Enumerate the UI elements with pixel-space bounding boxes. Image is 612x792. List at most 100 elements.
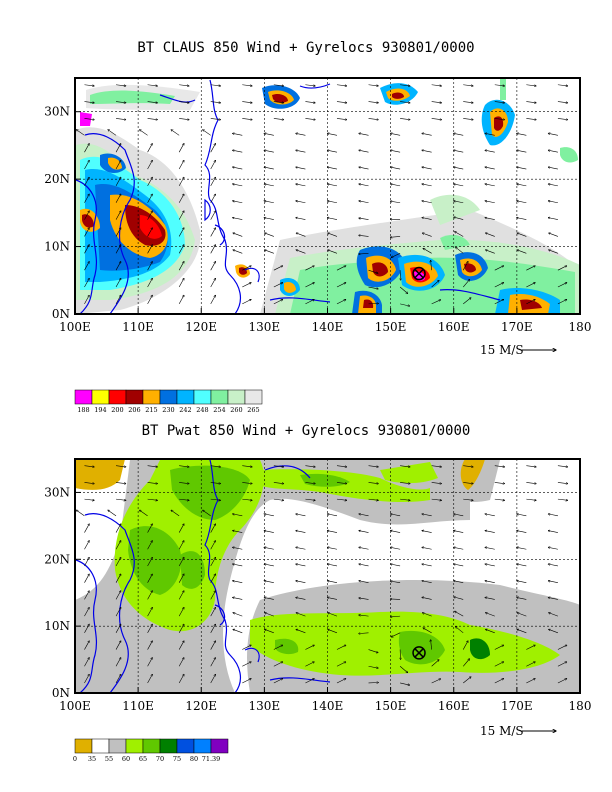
wind-arrow (242, 465, 252, 467)
colorbar-label: 230 (162, 406, 174, 414)
wind-arrow (517, 250, 527, 254)
x-tick-label: 180 (569, 320, 592, 334)
wind-arrow (305, 84, 315, 86)
wind-arrow (359, 133, 369, 136)
colorbar-label: 194 (94, 406, 106, 414)
colorbar-label: 206 (128, 406, 140, 414)
wind-arrow (147, 524, 153, 533)
wind-arrow (264, 581, 274, 583)
wind-arrow (84, 278, 89, 288)
wind-arrow (296, 564, 306, 567)
wind-arrow (147, 228, 153, 237)
x-tick-label: 100E (59, 320, 91, 334)
wind-arrow (494, 662, 504, 667)
wind-arrow (296, 597, 306, 600)
coastlines-top (75, 79, 501, 314)
wind-arrow (210, 557, 216, 567)
wind-arrow (84, 160, 89, 170)
wind-arrow (147, 160, 153, 170)
wind-arrow (210, 211, 216, 220)
wind-arrow (115, 674, 121, 684)
wind-arrow (305, 465, 315, 467)
colorbar-swatch (91, 738, 110, 754)
wind-arrow (463, 482, 473, 483)
wind-arrow (485, 547, 495, 550)
wind-arrow (517, 581, 527, 583)
wind-arrow (232, 184, 243, 187)
wind-arrow (84, 541, 89, 550)
wind-arrow (517, 218, 527, 220)
wind-arrow (557, 678, 567, 684)
wind-arrow (328, 629, 338, 634)
wind-arrow (210, 591, 216, 600)
wind-arrow (210, 177, 216, 187)
wind-arrow (526, 266, 535, 271)
wind-arrow (463, 465, 473, 467)
wind-arrow (485, 201, 495, 204)
wind-arrow (557, 498, 568, 500)
wind-arrow (273, 283, 283, 288)
wind-arrow (210, 101, 221, 103)
wind-arrow (147, 574, 153, 583)
wind-arrow (210, 261, 216, 271)
wind-arrow (463, 101, 473, 103)
vector-key-top: 15 M/S (480, 343, 556, 357)
wind-arrow (422, 201, 432, 204)
wind-arrow (84, 84, 94, 86)
wind-arrow (463, 498, 473, 500)
wind-arrow (115, 574, 121, 583)
wind-arrow (296, 531, 306, 533)
wind-arrow (400, 118, 410, 119)
wind-arrow (296, 201, 306, 204)
wind-arrow (494, 465, 505, 467)
wind-arrow (232, 564, 243, 567)
wind-arrow (305, 101, 315, 103)
wind-arrow (359, 564, 369, 567)
wind-arrow (178, 624, 184, 633)
vector-key-label-bottom: 15 M/S (480, 724, 524, 738)
wind-arrow (305, 299, 314, 305)
wind-arrow (232, 547, 243, 550)
wind-arrow (264, 547, 274, 550)
wind-arrow (453, 150, 464, 153)
wind-arrow (526, 84, 536, 86)
wind-arrow (359, 253, 369, 254)
wind-arrow (557, 266, 567, 271)
wind-arrow (328, 250, 338, 254)
x-tick-label: 120E (185, 699, 217, 713)
wind-arrow (390, 150, 401, 153)
wind-arrow (526, 299, 535, 305)
wind-arrow (423, 248, 432, 254)
wind-arrow (422, 167, 432, 170)
colorbar-label: 0 (73, 755, 77, 763)
colorbar-swatch (210, 738, 229, 754)
wind-arrow (178, 295, 184, 305)
wind-arrow (422, 133, 432, 136)
wind-arrow (526, 645, 535, 650)
wind-arrow (264, 201, 274, 204)
colorbar-swatch (244, 389, 263, 405)
colorbar-label: 55 (105, 755, 113, 763)
wind-arrow (359, 514, 369, 517)
wind-arrow (232, 150, 243, 153)
wind-arrow (422, 581, 432, 583)
wind-arrow (327, 514, 338, 517)
wind-arrow (147, 245, 153, 254)
wind-arrow (526, 118, 536, 119)
wind-arrow (147, 624, 153, 633)
wind-arrow (336, 118, 347, 119)
wind-arrow (336, 662, 346, 667)
wind-arrow (368, 482, 379, 483)
wind-arrow (327, 581, 338, 583)
wind-arrow (422, 150, 432, 153)
wind-arrow (147, 658, 153, 667)
wind-arrow (327, 133, 338, 136)
wind-arrow (557, 84, 568, 86)
wind-arrow (147, 498, 158, 500)
wind-arrow (210, 524, 216, 533)
wind-arrow (115, 541, 121, 550)
wind-arrow (147, 278, 153, 288)
pwat-shading (75, 459, 580, 693)
wind-arrow (242, 101, 252, 103)
wind-arrow (359, 201, 369, 204)
